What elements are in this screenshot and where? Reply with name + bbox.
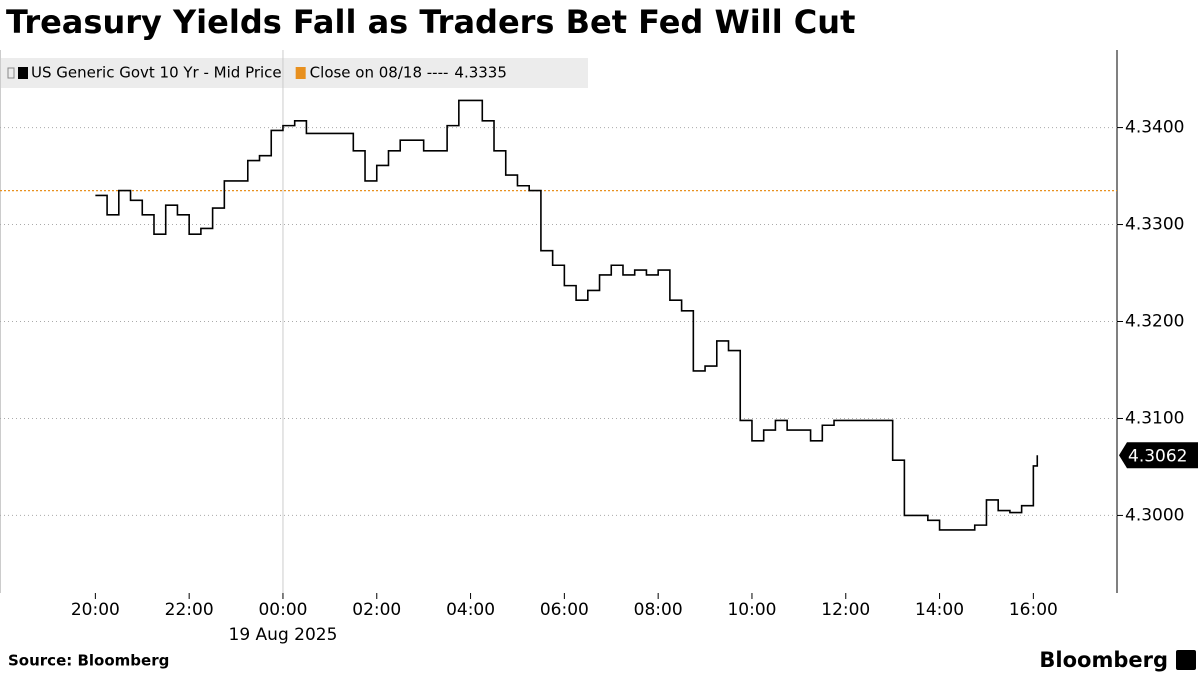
x-tick-label: 22:00 <box>165 600 214 620</box>
legend-label: US Generic Govt 10 Yr - Mid Price <box>31 64 282 82</box>
legend-swatch <box>18 67 28 79</box>
legend-box <box>0 58 588 88</box>
last-value-box <box>1119 442 1198 469</box>
y-tick-label: 4.3100 <box>1125 408 1184 428</box>
x-tick-label: 10:00 <box>727 600 776 620</box>
x-tick-label: 04:00 <box>446 600 495 620</box>
y-tick-label: 4.3400 <box>1125 118 1184 138</box>
x-tick-label: 02:00 <box>352 600 401 620</box>
x-tick-label: 06:00 <box>540 600 589 620</box>
x-tick-label: 00:00 <box>258 600 307 620</box>
x-tick-label: 20:00 <box>71 600 120 620</box>
brand-icon <box>1176 650 1196 670</box>
last-value-label: 4.3062 <box>1128 446 1187 466</box>
legend-swatch <box>295 67 306 79</box>
legend-label: Close on 08/18 ---- <box>310 64 449 82</box>
legend-value: 4.3335 <box>454 64 507 82</box>
x-tick-label: 08:00 <box>634 600 683 620</box>
chart-title: Treasury Yields Fall as Traders Bet Fed … <box>6 3 855 41</box>
x-tick-label: 14:00 <box>915 600 964 620</box>
x-tick-label: 12:00 <box>821 600 870 620</box>
y-tick-label: 4.3300 <box>1125 215 1184 235</box>
brand: Bloomberg <box>1039 648 1168 672</box>
series-line <box>95 99 1039 531</box>
legend-icon <box>7 67 15 79</box>
x-tick-label: 16:00 <box>1009 600 1058 620</box>
source: Source: Bloomberg <box>8 652 169 670</box>
y-tick-label: 4.3200 <box>1125 312 1184 332</box>
y-tick-label: 4.3000 <box>1125 505 1184 525</box>
date-label: 19 Aug 2025 <box>229 625 338 645</box>
